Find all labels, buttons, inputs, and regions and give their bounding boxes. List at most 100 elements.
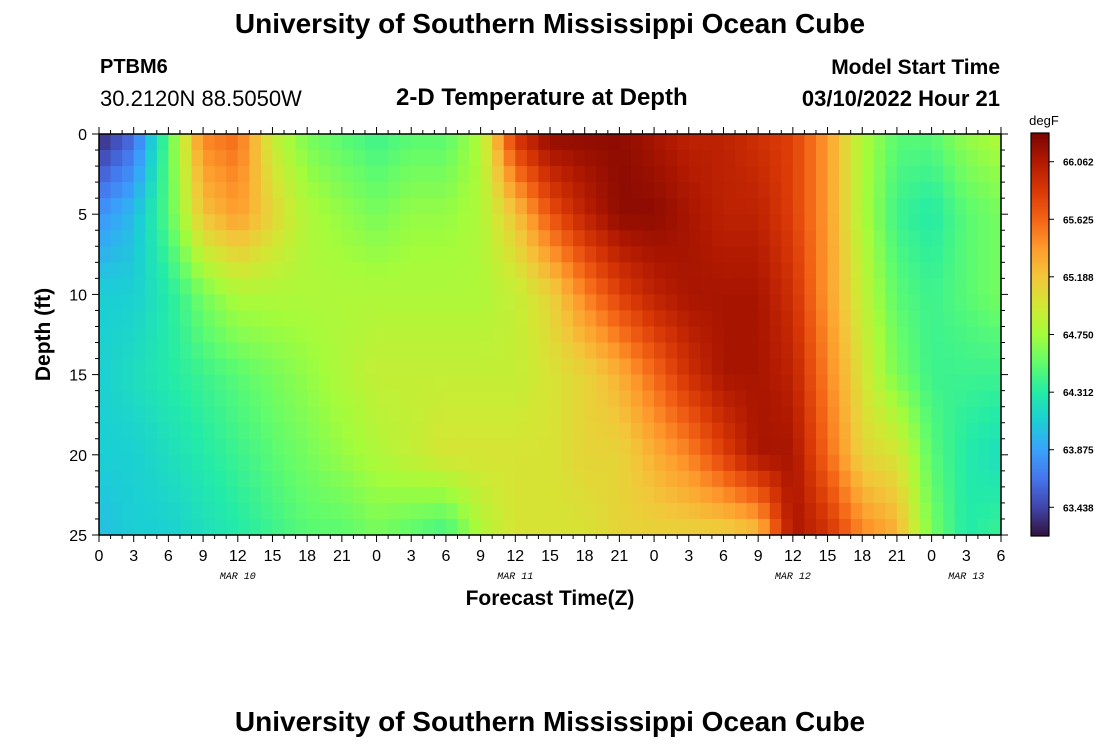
heatmap-cell (735, 486, 748, 504)
heatmap-cell (388, 486, 401, 504)
heatmap-cell (792, 390, 806, 408)
heatmap-cell (584, 262, 597, 279)
heatmap-cell (885, 454, 898, 472)
heatmap-cell (203, 502, 216, 520)
heatmap-cell (492, 422, 505, 440)
heatmap-cell (943, 326, 956, 344)
heatmap-cell (584, 134, 597, 151)
heatmap-cell (445, 166, 459, 183)
heatmap-cell (862, 214, 875, 231)
heatmap-cell (237, 246, 250, 263)
heatmap-cell (815, 294, 829, 312)
heatmap-cell (318, 438, 331, 456)
heatmap-cell (272, 278, 285, 295)
heatmap-cell (584, 214, 597, 231)
heatmap-cell (515, 166, 528, 183)
heatmap-cell (769, 134, 782, 151)
heatmap-cell (873, 262, 886, 279)
heatmap-cell (284, 150, 297, 167)
heatmap-cell (943, 198, 956, 215)
heatmap-cell (966, 278, 979, 295)
heatmap-cell (422, 502, 435, 520)
heatmap-cell (110, 438, 123, 456)
heatmap-cell (99, 374, 112, 392)
heatmap-cell (376, 342, 389, 360)
heatmap-cell (307, 326, 320, 344)
heatmap-cell (989, 390, 1002, 408)
heatmap-cell (411, 502, 424, 520)
heatmap-cell (769, 374, 782, 392)
heatmap-cell (191, 390, 204, 408)
heatmap-cell (168, 294, 181, 312)
heatmap-cell (307, 134, 320, 151)
heatmap-cell (191, 278, 204, 295)
heatmap-cell (619, 150, 632, 167)
heatmap-cell (596, 374, 609, 392)
heatmap-cell (122, 294, 135, 312)
heatmap-cell (815, 150, 829, 167)
heatmap-cell (503, 406, 516, 424)
heatmap-cell (272, 326, 285, 344)
heatmap-cell (168, 134, 181, 151)
heatmap-cell (746, 150, 759, 167)
heatmap-cell (758, 198, 771, 215)
heatmap-cell (735, 374, 748, 392)
heatmap-cell (538, 214, 551, 231)
heatmap-cell (156, 182, 169, 199)
heatmap-cell (284, 134, 297, 151)
heatmap-cell (758, 502, 771, 520)
heatmap-cell (642, 486, 655, 504)
colorbar-tick-label: 66.062 (1063, 158, 1094, 169)
heatmap-cell (168, 262, 181, 279)
heatmap-cell (839, 310, 852, 328)
heatmap-cell (122, 166, 135, 183)
heatmap-cell (364, 358, 378, 376)
heatmap-cell (688, 246, 701, 263)
heatmap-cell (237, 342, 250, 360)
heatmap-cell (399, 342, 412, 360)
heatmap-cell (873, 438, 886, 456)
heatmap-cell (526, 310, 540, 328)
heatmap-cell (272, 422, 285, 440)
heatmap-cell (249, 134, 262, 151)
heatmap-cell (989, 214, 1002, 231)
heatmap-cell (896, 278, 910, 295)
heatmap-cell (457, 150, 470, 167)
heatmap-cell (815, 262, 829, 279)
heatmap-cell (214, 198, 227, 215)
heatmap-cell (480, 278, 493, 295)
heatmap-cell (677, 134, 690, 151)
heatmap-cell (896, 134, 910, 151)
heatmap-cell (110, 486, 123, 504)
x-tick-label: 9 (199, 548, 208, 565)
heatmap-cell (526, 502, 540, 520)
heatmap-cell (445, 342, 459, 360)
heatmap-cell (584, 150, 597, 167)
heatmap-cell (364, 310, 378, 328)
heatmap-cell (226, 134, 239, 151)
heatmap-cell (896, 310, 910, 328)
heatmap-cell (353, 438, 366, 456)
heatmap-cell (954, 262, 967, 279)
heatmap-cell (792, 294, 806, 312)
heatmap-cell (642, 422, 655, 440)
heatmap-cell (665, 438, 678, 456)
heatmap-cell (503, 230, 516, 247)
heatmap-cell (156, 310, 169, 328)
heatmap-cell (885, 166, 898, 183)
heatmap-cell (526, 358, 540, 376)
heatmap-cell (133, 502, 146, 520)
heatmap-cell (272, 342, 285, 360)
heatmap-cell (330, 294, 343, 312)
heatmap-cell (920, 422, 933, 440)
heatmap-cell (422, 166, 435, 183)
heatmap-cell (885, 518, 898, 536)
heatmap-cell (735, 278, 748, 295)
heatmap-cell (353, 518, 366, 536)
colorbar-gradient (1030, 132, 1050, 537)
heatmap-cell (411, 182, 424, 199)
heatmap-cell (607, 246, 620, 263)
x-tick-label: 0 (927, 548, 936, 565)
heatmap-cell (295, 502, 308, 520)
heatmap-cell (931, 390, 944, 408)
